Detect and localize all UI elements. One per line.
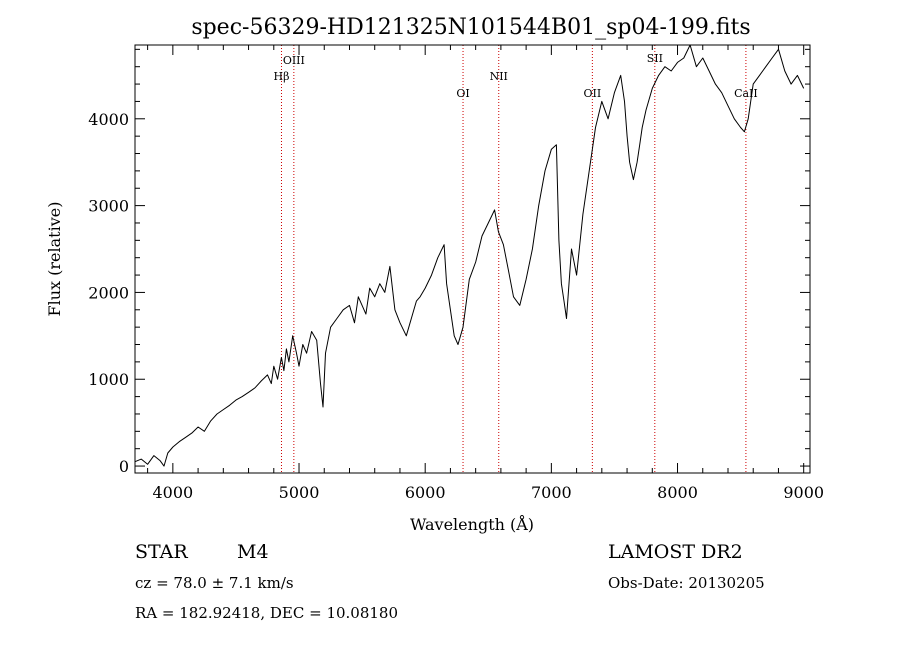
x-axis: 4000 5000 6000 7000 8000 9000 [147, 45, 824, 502]
y-tick-label: 2000 [88, 283, 129, 302]
object-subclass: M4 [237, 541, 269, 563]
spectral-line-label: CaII [734, 87, 758, 100]
spectral-line-label: NII [490, 70, 508, 83]
x-tick-label: 4000 [152, 483, 193, 502]
x-axis-label: Wavelength (Å) [410, 514, 534, 534]
sky-coordinates: RA = 182.92418, DEC = 10.08180 [135, 604, 399, 622]
spectral-line-label: OII [584, 87, 602, 100]
chart-title: spec-56329-HD121325N101544B01_sp04-199.f… [191, 15, 750, 40]
spectral-line-markers: Hβ OIII OI NII OII SII CaII [274, 45, 758, 473]
object-class: STAR [135, 541, 188, 563]
spectral-line-label: Hβ [274, 70, 290, 83]
x-tick-label: 6000 [405, 483, 446, 502]
y-tick-label: 0 [119, 457, 129, 476]
spectral-line-label: SII [647, 52, 663, 65]
redshift-velocity: cz = 78.0 ± 7.1 km/s [135, 574, 294, 592]
observation-date: Obs-Date: 20130205 [608, 574, 765, 592]
x-tick-label: 9000 [783, 483, 824, 502]
x-tick-label: 5000 [279, 483, 320, 502]
plot-frame [134, 44, 811, 474]
y-tick-label: 1000 [88, 370, 129, 389]
spectral-line-label: OI [456, 87, 469, 100]
y-tick-label: 4000 [88, 110, 129, 129]
y-tick-label: 3000 [88, 197, 129, 216]
x-tick-label: 8000 [657, 483, 698, 502]
x-tick-label: 7000 [531, 483, 572, 502]
spectrum-series [134, 44, 805, 467]
spectral-line-label: OIII [283, 54, 305, 67]
y-axis-label: Flux (relative) [45, 202, 64, 317]
spectrum-line [134, 44, 805, 467]
y-axis: 0 1000 2000 3000 4000 [88, 48, 810, 476]
survey-name: LAMOST DR2 [608, 541, 743, 563]
